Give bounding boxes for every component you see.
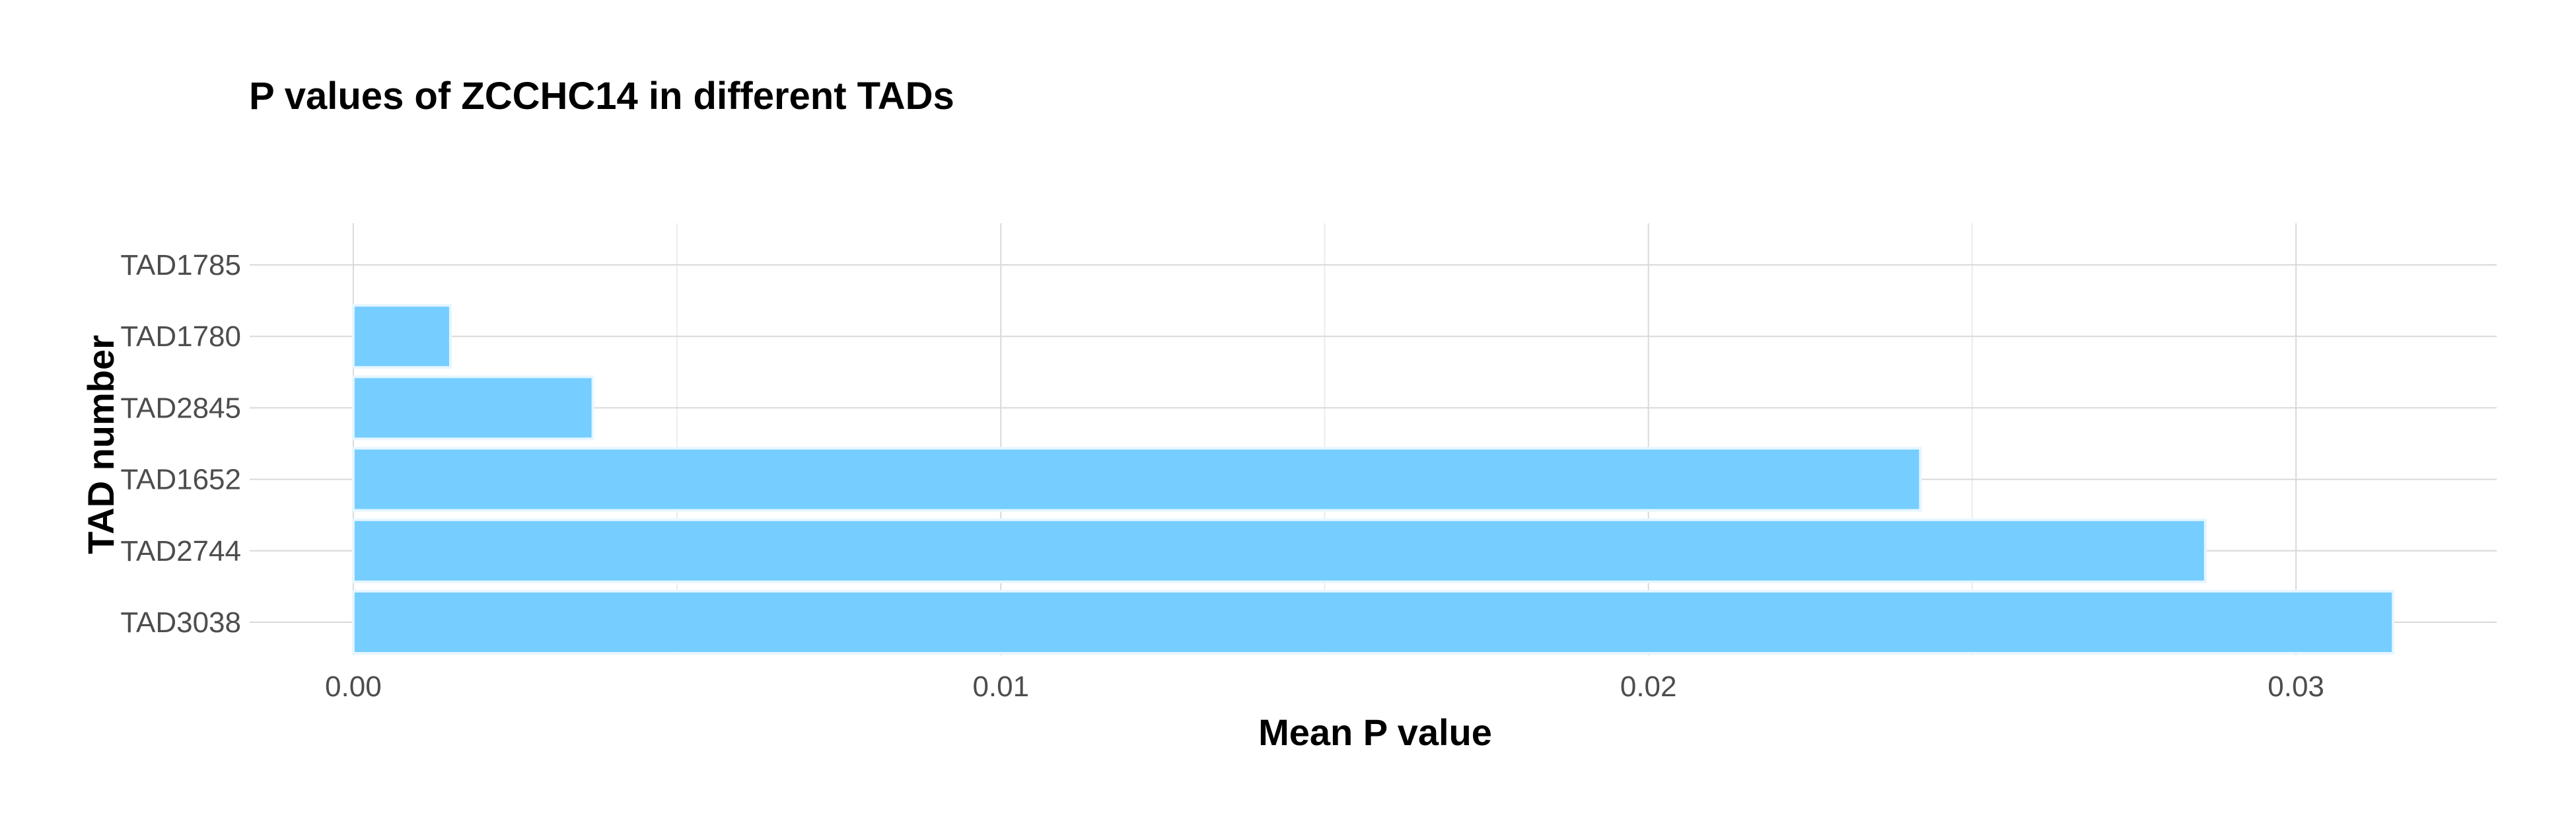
bar-TAD2744 [351, 518, 2207, 583]
x-tick-label: 0.00 [325, 670, 382, 703]
x-tick-label: 0.03 [2268, 670, 2324, 703]
y-tick-label: TAD2744 [120, 535, 241, 567]
bar-TAD1652 [351, 447, 1922, 512]
x-tick-labels: 0.00 0.01 0.02 0.03 [325, 670, 2324, 703]
bar-TAD2845 [351, 375, 594, 441]
bar-TAD3038 [351, 590, 2395, 655]
bar-TAD1780 [351, 304, 452, 369]
y-tick-label: TAD1785 [120, 249, 241, 281]
y-tick-label: TAD3038 [120, 606, 241, 639]
y-tick-label: TAD2845 [120, 392, 241, 424]
y-axis-title: TAD number [80, 335, 122, 554]
y-tick-label: TAD1780 [120, 320, 241, 353]
chart-title: P values of ZCCHC14 in different TADs [249, 75, 954, 118]
x-axis-title: Mean P value [1258, 711, 1492, 753]
x-tick-label: 0.02 [1620, 670, 1677, 703]
y-tick-labels: TAD1785 TAD1780 TAD2845 TAD1652 TAD2744 TAD30… [120, 249, 241, 639]
x-tick-label: 0.01 [972, 670, 1029, 703]
y-tick-label: TAD1652 [120, 464, 241, 496]
bars [351, 304, 2395, 655]
